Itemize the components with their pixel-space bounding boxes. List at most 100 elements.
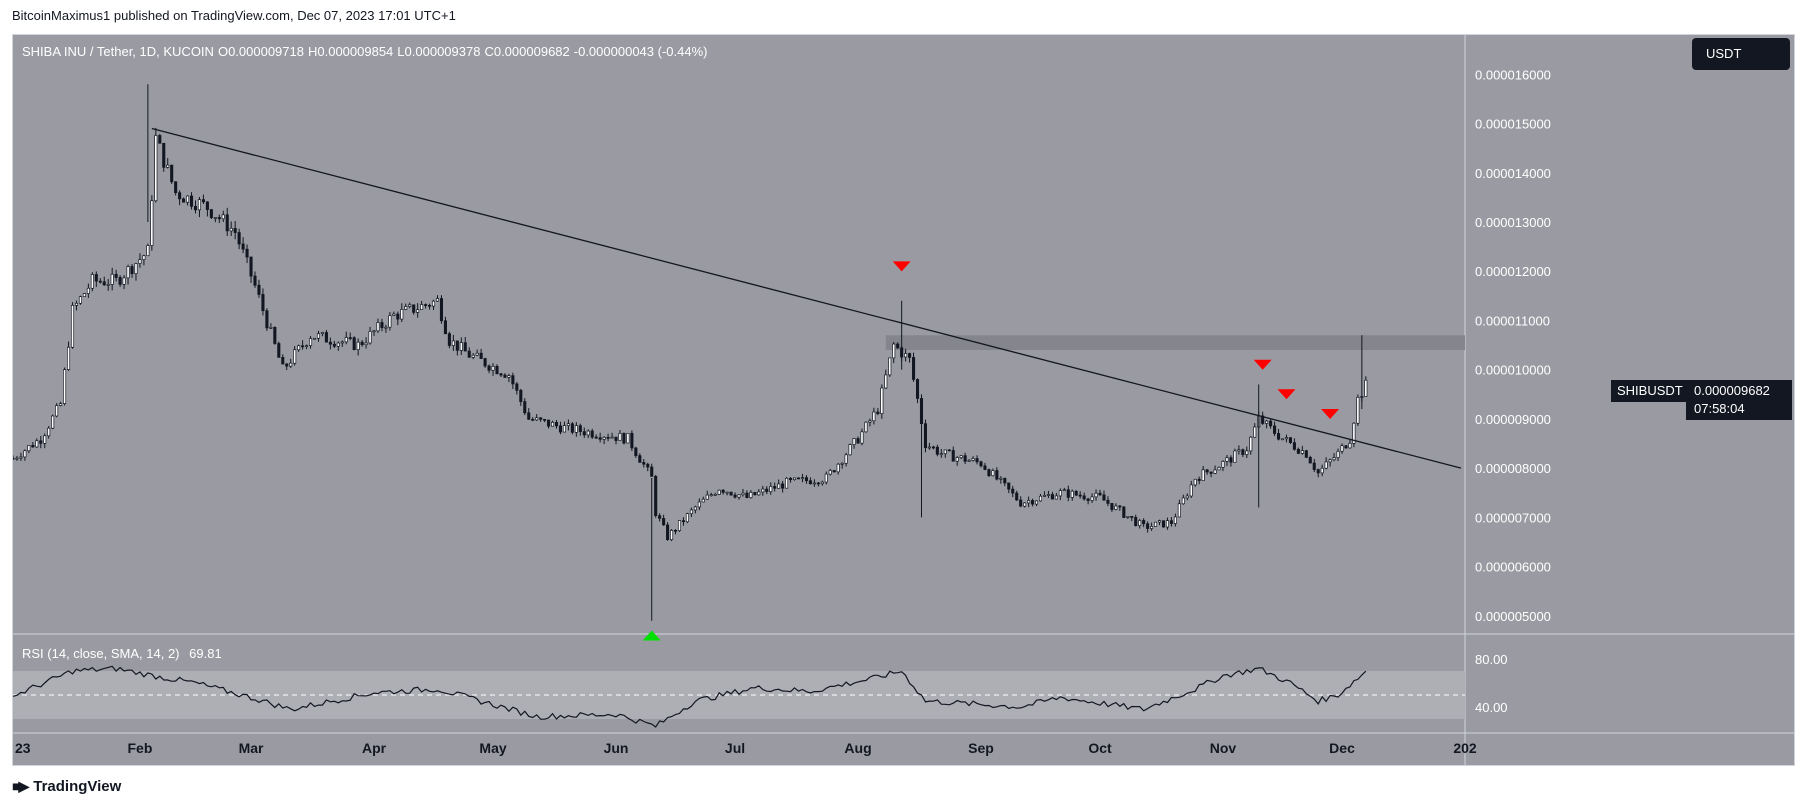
candle-body bbox=[1312, 462, 1316, 470]
candle-body bbox=[923, 423, 927, 449]
candle-body bbox=[257, 284, 261, 295]
candle-body bbox=[915, 379, 920, 399]
candle-body bbox=[166, 164, 170, 168]
candle-body bbox=[1265, 420, 1269, 424]
candle-body bbox=[860, 431, 864, 444]
candle-body bbox=[1213, 469, 1217, 474]
candle-body bbox=[150, 200, 154, 246]
candle-body bbox=[1245, 450, 1249, 455]
candle-body bbox=[43, 435, 47, 444]
candle-body bbox=[685, 513, 689, 523]
candle-body bbox=[1340, 445, 1344, 452]
candle-body bbox=[483, 358, 487, 367]
candle-body bbox=[455, 340, 459, 351]
candle-body bbox=[1273, 425, 1277, 434]
change-value: -0.000000043 (-0.44%) bbox=[573, 44, 708, 59]
candle-body bbox=[562, 425, 566, 433]
candle-body bbox=[479, 352, 483, 359]
time-tick-label: Jul bbox=[725, 740, 745, 756]
candle-body bbox=[832, 470, 836, 473]
candle-body bbox=[336, 342, 340, 347]
candle-body bbox=[1296, 448, 1300, 454]
candle-body bbox=[1197, 478, 1201, 481]
candle-body bbox=[650, 466, 654, 477]
candle-body bbox=[626, 432, 630, 444]
candle-body bbox=[316, 333, 321, 339]
candle-body bbox=[539, 417, 543, 420]
candle-body bbox=[527, 412, 531, 420]
candle-body bbox=[225, 214, 229, 232]
currency-selector[interactable]: USDT bbox=[1692, 38, 1790, 70]
candle-body bbox=[31, 445, 35, 448]
candle-body bbox=[1284, 437, 1289, 440]
time-tick-label: Sep bbox=[968, 740, 994, 756]
candle-body bbox=[761, 488, 765, 493]
candle-body bbox=[1364, 379, 1368, 397]
candle-body bbox=[1122, 506, 1126, 518]
candle-body bbox=[459, 342, 463, 351]
candle-body bbox=[673, 530, 678, 532]
bearish-rejection-marker bbox=[1253, 359, 1272, 370]
candle-body bbox=[364, 342, 368, 346]
candle-body bbox=[1078, 494, 1082, 497]
candle-body bbox=[1058, 490, 1062, 497]
candle-body bbox=[182, 198, 186, 203]
candle-body bbox=[503, 374, 507, 378]
candle-body bbox=[424, 304, 428, 306]
candle-body bbox=[622, 433, 626, 444]
candle-body bbox=[241, 243, 245, 250]
price-chart[interactable]: 0.000005000 0.000006000 0.000007000 0.00000… bbox=[13, 35, 1794, 765]
candle-body bbox=[245, 248, 249, 258]
candle-body bbox=[1062, 489, 1066, 492]
price-tick-label: 0.000008000 bbox=[1475, 461, 1551, 476]
candle-body bbox=[1094, 492, 1098, 498]
candle-body bbox=[876, 411, 880, 414]
price-tick-label: 0.000015000 bbox=[1475, 117, 1551, 132]
candle-body bbox=[1042, 495, 1047, 497]
chart-container[interactable]: 0.000005000 0.000006000 0.000007000 0.00000… bbox=[12, 34, 1795, 766]
candle-body bbox=[1110, 503, 1114, 510]
candle-body bbox=[154, 135, 158, 202]
symbol-line[interactable]: SHIBA INU / Tether, 1D, KUCOIN bbox=[22, 44, 214, 59]
candle-body bbox=[98, 280, 102, 283]
candle-body bbox=[971, 458, 975, 461]
open-label: O bbox=[217, 44, 229, 59]
price-tick-label: 0.000012000 bbox=[1475, 264, 1551, 279]
candle-body bbox=[47, 427, 51, 437]
candle-body bbox=[975, 458, 979, 463]
candle-body bbox=[507, 375, 511, 378]
candle-body bbox=[1050, 494, 1054, 500]
candle-body bbox=[912, 357, 916, 380]
candle-body bbox=[1169, 520, 1173, 524]
candle-body bbox=[269, 326, 273, 329]
candle-body bbox=[642, 462, 646, 465]
candle-body bbox=[320, 332, 324, 335]
rsi-legend[interactable]: RSI (14, close, SMA, 14, 2) 69.81 bbox=[22, 646, 222, 661]
candle-body bbox=[1114, 505, 1118, 510]
time-tick-label: Aug bbox=[844, 740, 871, 756]
candle-body bbox=[991, 470, 995, 477]
candle-body bbox=[1280, 438, 1285, 441]
tradingview-logo[interactable]: ■▶ TradingView bbox=[12, 778, 121, 795]
candle-body bbox=[1217, 466, 1221, 471]
low-value: 0.000009378 bbox=[404, 44, 481, 59]
candle-body bbox=[122, 277, 126, 285]
candle-body bbox=[570, 423, 574, 433]
candle-body bbox=[979, 461, 983, 467]
candle-body bbox=[1300, 450, 1304, 454]
candle-body bbox=[261, 294, 265, 312]
candle-body bbox=[420, 304, 424, 310]
candle-body bbox=[297, 345, 301, 351]
candle-body bbox=[221, 214, 225, 220]
candle-body bbox=[126, 266, 130, 279]
candle-body bbox=[753, 492, 757, 496]
price-tick-label: 0.000014000 bbox=[1475, 166, 1551, 181]
candle-body bbox=[594, 436, 598, 439]
candle-body bbox=[86, 287, 90, 294]
candle-body bbox=[39, 440, 43, 444]
candle-body bbox=[201, 199, 205, 203]
candle-body bbox=[59, 403, 63, 406]
candle-body bbox=[765, 488, 769, 492]
candle-body bbox=[709, 494, 713, 497]
candle-body bbox=[205, 201, 209, 210]
